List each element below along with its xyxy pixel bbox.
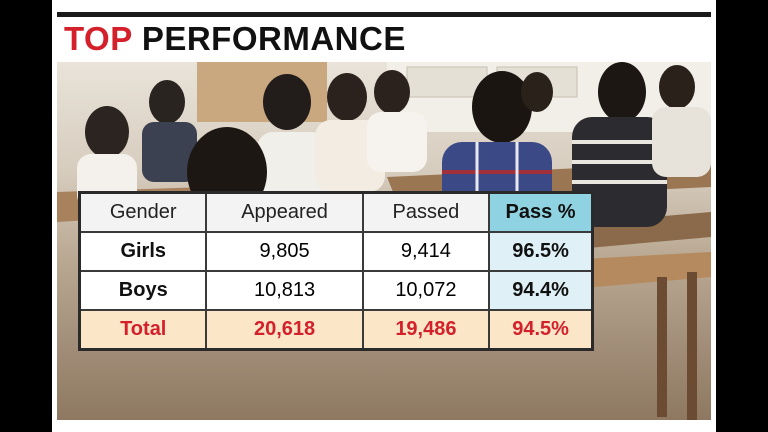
row-passed: 10,072	[361, 269, 491, 311]
table-header-row: Gender Appeared Passed Pass %	[78, 191, 594, 233]
headline-part2: PERFORMANCE	[141, 20, 406, 57]
row-pass-pct: 96.5%	[488, 231, 594, 272]
top-rule	[57, 12, 711, 17]
table-row: Girls 9,805 9,414 96.5%	[78, 231, 594, 272]
news-graphic: TOP PERFORMANCE	[52, 0, 716, 432]
table-total-row: Total 20,618 19,486 94.5%	[78, 308, 594, 351]
headline: TOP PERFORMANCE	[64, 22, 406, 56]
row-gender: Girls	[78, 231, 208, 272]
row-passed: 9,414	[361, 231, 491, 272]
headline-part1: TOP	[64, 20, 133, 57]
row-appeared: 9,805	[205, 231, 364, 272]
total-pass-pct: 94.5%	[488, 308, 594, 351]
table-row: Boys 10,813 10,072 94.4%	[78, 269, 594, 311]
header-passed: Passed	[361, 191, 491, 233]
row-appeared: 10,813	[205, 269, 364, 311]
row-gender: Boys	[78, 269, 208, 311]
total-passed: 19,486	[361, 308, 491, 351]
row-pass-pct: 94.4%	[488, 269, 594, 311]
header-appeared: Appeared	[205, 191, 364, 233]
header-gender: Gender	[78, 191, 208, 233]
total-gender: Total	[78, 308, 208, 351]
total-appeared: 20,618	[205, 308, 364, 351]
results-table: Gender Appeared Passed Pass % Girls 9,80…	[78, 191, 594, 351]
header-pass-pct: Pass %	[488, 191, 594, 233]
